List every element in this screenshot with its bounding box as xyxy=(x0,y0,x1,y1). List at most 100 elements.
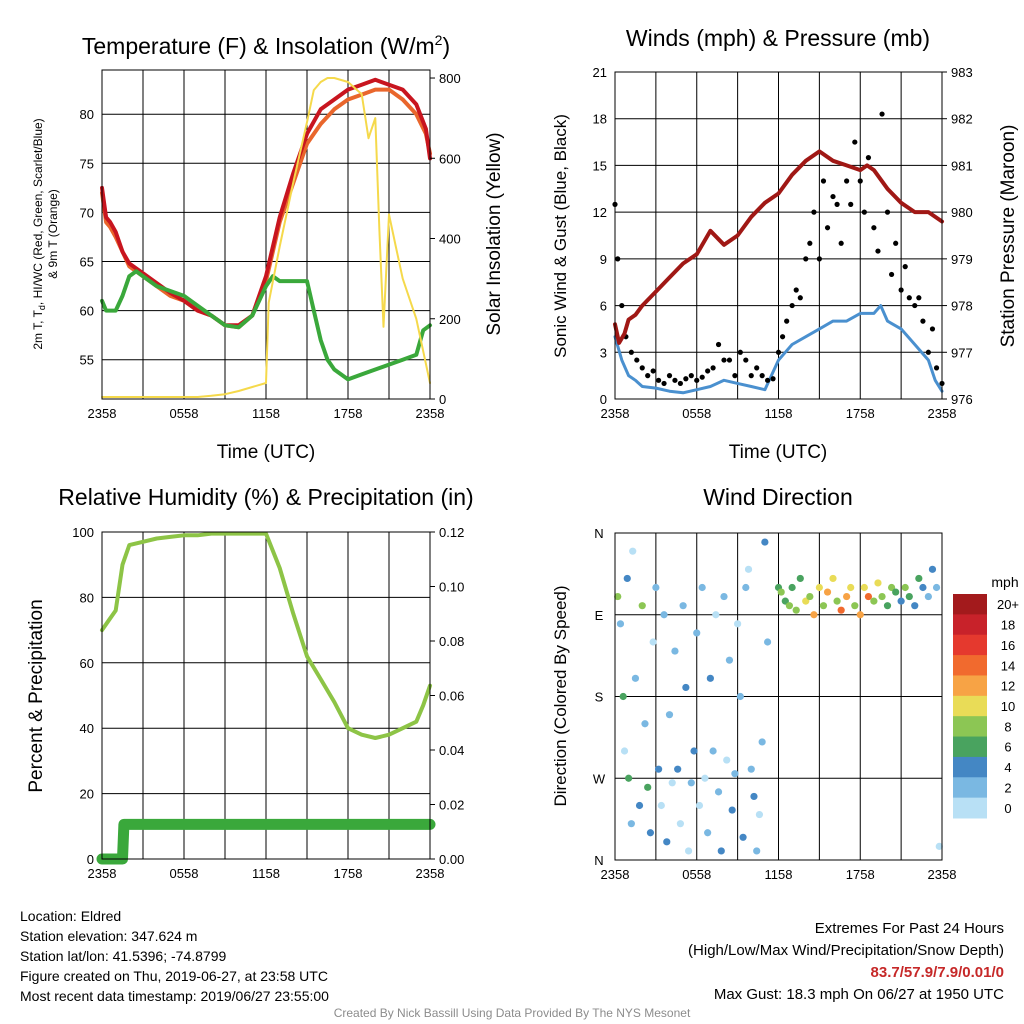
x-tick-label: 0558 xyxy=(682,406,711,421)
direction-point xyxy=(905,592,913,601)
x-tick-label: 2358 xyxy=(416,406,445,421)
colorbar-swatch xyxy=(953,655,987,676)
extremes-subtitle: (High/Low/Max Wind/Precipitation/Snow De… xyxy=(688,942,1004,959)
y-tick-label: 80 xyxy=(80,590,94,605)
direction-point xyxy=(764,638,772,646)
temperature-plot-frame xyxy=(101,69,431,400)
humidity-grid xyxy=(102,531,430,860)
colorbar-label: 20+ xyxy=(997,597,1019,612)
gust-point xyxy=(893,240,899,246)
gust-point xyxy=(925,349,931,355)
direction-point xyxy=(687,779,695,787)
y-tick-label: 12 xyxy=(593,205,607,220)
rh-line xyxy=(100,531,432,740)
winds-plot-frame xyxy=(614,71,943,400)
winds-series xyxy=(612,111,945,395)
direction-point xyxy=(870,597,878,605)
gust-point xyxy=(732,373,738,379)
direction-point xyxy=(911,602,919,610)
temperature-y-label-2: & 9m T (Orange) xyxy=(46,189,60,279)
direction-point xyxy=(823,588,832,596)
direction-point xyxy=(644,783,652,791)
gust-point xyxy=(898,287,904,293)
gust-point xyxy=(639,365,645,371)
humidity-panel-title: Relative Humidity (%) & Precipitation (i… xyxy=(58,484,473,510)
direction-point xyxy=(625,774,633,782)
gust-point xyxy=(844,178,850,184)
right-tick-label: 0.02 xyxy=(439,798,464,813)
gust-point xyxy=(811,209,817,215)
temperature-y-ticks: 55 60 65 70 75 80 xyxy=(80,107,94,368)
colorbar-swatch xyxy=(953,797,987,819)
colorbar-swatch xyxy=(953,777,987,799)
colorbar-swatch xyxy=(953,716,987,738)
gust-point xyxy=(888,271,895,278)
direction-point xyxy=(753,847,761,855)
direction-point xyxy=(660,611,668,619)
direction-point xyxy=(806,592,814,601)
direction-point xyxy=(676,820,685,828)
pressure-line xyxy=(613,149,944,345)
y-tick-label: 0 xyxy=(600,392,607,407)
gust-point xyxy=(902,264,908,270)
direction-point xyxy=(655,765,663,773)
gust-point xyxy=(834,201,840,207)
wind-line xyxy=(613,304,944,395)
direction-point xyxy=(864,592,873,601)
y-tick-label: 40 xyxy=(80,721,94,736)
temperature-panel-title: Temperature (F) & Insolation (W/m2) xyxy=(82,32,450,59)
gust-point xyxy=(726,357,733,363)
gust-point xyxy=(615,256,621,262)
direction-point xyxy=(701,774,709,782)
right-tick-label: 983 xyxy=(951,65,973,80)
y-tick-label: 18 xyxy=(593,112,607,127)
gust-point xyxy=(852,139,858,145)
gust-point xyxy=(875,248,881,254)
colorbar-swatch xyxy=(953,594,987,615)
direction-point xyxy=(709,747,717,755)
direction-point xyxy=(755,810,764,819)
y-tick-label: 60 xyxy=(80,304,94,319)
y-tick-label: S xyxy=(595,690,604,705)
right-tick-label: 0.08 xyxy=(439,634,464,649)
direction-point xyxy=(668,779,676,787)
wind-direction-x-ticks: 2358 0558 1158 1758 2358 xyxy=(601,867,957,882)
right-tick-label: 0.12 xyxy=(439,525,464,540)
x-tick-label: 1758 xyxy=(334,406,363,421)
gust-point xyxy=(715,341,722,348)
direction-point xyxy=(706,674,714,682)
gust-point xyxy=(871,225,877,231)
direction-point xyxy=(635,801,644,810)
direction-point xyxy=(725,656,734,664)
dewpoint-line xyxy=(100,269,432,382)
x-tick-label: 1158 xyxy=(765,867,793,882)
x-tick-label: 1158 xyxy=(252,866,280,881)
winds-right-label: Station Pressure (Maroon) xyxy=(998,125,1019,348)
direction-point xyxy=(928,565,937,573)
y-tick-label: 21 xyxy=(593,65,607,80)
gust-point xyxy=(775,349,782,355)
y-tick-label: 6 xyxy=(600,299,607,314)
gust-point xyxy=(743,357,749,363)
x-tick-label: 2358 xyxy=(601,406,630,421)
direction-point xyxy=(620,747,629,755)
direction-point xyxy=(674,765,682,773)
figure-created: Figure created on Thu, 2019-06-27, at 23… xyxy=(20,968,328,984)
x-tick-label: 2358 xyxy=(88,866,117,881)
y-tick-label: 70 xyxy=(80,205,94,220)
winds-y-label: Sonic Wind & Gust (Blue, Black) xyxy=(551,114,570,358)
temperature-y-label: 2m T, Td, HI/WC (Red, Green, Scarlet/Blu… xyxy=(31,118,47,349)
direction-point xyxy=(623,574,631,583)
gust-point xyxy=(748,373,754,379)
direction-point xyxy=(851,602,859,610)
x-tick-label: 1158 xyxy=(252,406,280,421)
right-tick-label: 200 xyxy=(439,312,461,327)
wind-direction-panel: Wind Direction 2358 0558 1158 1758 2358 N E S W… xyxy=(551,484,1019,882)
gust-point xyxy=(929,326,936,332)
right-tick-label: 979 xyxy=(951,252,973,267)
solar-line xyxy=(101,77,431,398)
direction-point xyxy=(671,647,679,655)
direction-point xyxy=(684,847,693,855)
gust-point xyxy=(754,365,760,371)
direction-point xyxy=(652,583,660,592)
